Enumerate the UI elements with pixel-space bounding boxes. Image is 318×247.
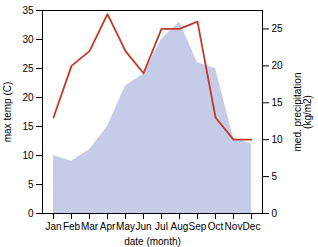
svg-text:Oct: Oct [208, 221, 224, 232]
svg-text:10: 10 [272, 134, 284, 145]
svg-text:Dec: Dec [243, 221, 261, 232]
svg-text:20: 20 [272, 60, 284, 71]
svg-text:25: 25 [22, 63, 34, 74]
svg-text:med. precipitation(kg/m2): med. precipitation(kg/m2) [292, 73, 313, 152]
svg-text:0: 0 [272, 208, 278, 219]
svg-text:Jun: Jun [135, 221, 151, 232]
svg-text:Jul: Jul [155, 221, 168, 232]
svg-text:Feb: Feb [63, 221, 81, 232]
svg-text:35: 35 [22, 5, 34, 16]
svg-text:15: 15 [272, 97, 284, 108]
svg-text:25: 25 [272, 23, 284, 34]
svg-text:date (month): date (month) [124, 236, 181, 247]
svg-text:15: 15 [22, 121, 34, 132]
svg-text:10: 10 [22, 150, 34, 161]
svg-text:30: 30 [22, 34, 34, 45]
svg-text:Mar: Mar [81, 221, 99, 232]
svg-text:Jan: Jan [45, 221, 61, 232]
svg-text:Apr: Apr [100, 221, 116, 232]
svg-text:Nov: Nov [225, 221, 243, 232]
svg-text:20: 20 [22, 92, 34, 103]
svg-text:0: 0 [28, 208, 34, 219]
svg-text:Sep: Sep [189, 221, 207, 232]
svg-text:5: 5 [272, 171, 278, 182]
svg-text:May: May [116, 221, 135, 232]
svg-text:Aug: Aug [171, 221, 189, 232]
svg-text:max temp (C): max temp (C) [2, 82, 13, 143]
svg-text:5: 5 [28, 179, 34, 190]
